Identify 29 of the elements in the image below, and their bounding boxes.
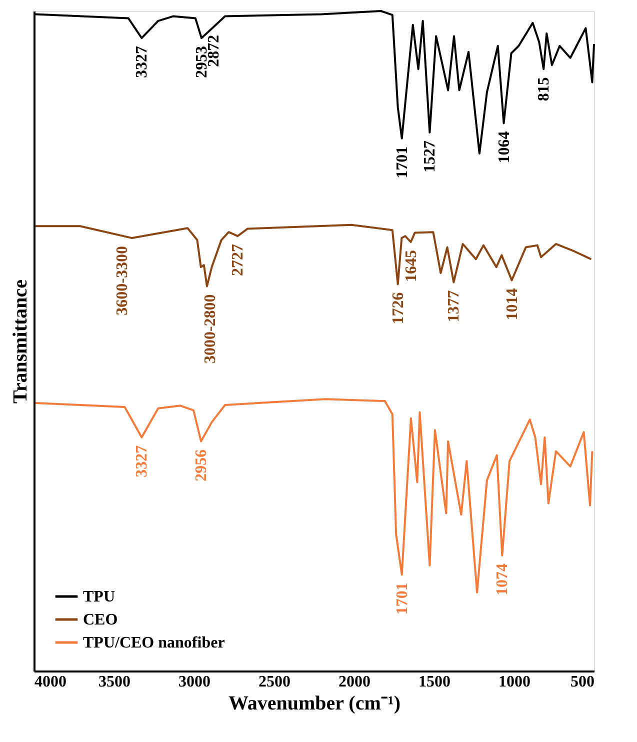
x-tick-label: 1500	[418, 674, 450, 690]
x-tick-label: 1000	[498, 674, 530, 690]
legend-label: TPU/CEO nanofiber	[83, 634, 225, 652]
x-axis-title: Wavenumber (cm⁻¹)	[228, 692, 401, 714]
annotation: 3327	[134, 46, 151, 78]
annotation: 1726	[390, 292, 407, 324]
annotation: 1701	[394, 146, 411, 178]
annotation: 1064	[496, 131, 513, 164]
annotation: 1074	[494, 564, 512, 596]
x-tick-label: 3000	[178, 674, 210, 690]
annotation: 3600-3300	[114, 246, 131, 316]
annotation: 3327	[134, 445, 151, 478]
annotation: 815	[536, 77, 553, 102]
annotation: 1527	[422, 140, 439, 172]
y-axis-title: Transmittance	[10, 279, 32, 404]
annotation: 1014	[504, 288, 521, 320]
x-tick-label: 2500	[258, 674, 290, 690]
legend-label: CEO	[83, 612, 118, 628]
x-tick-label: 500	[570, 674, 594, 690]
annotation: 2956	[193, 449, 210, 482]
annotation: 1377	[446, 290, 463, 322]
x-tick-label: 4000	[34, 674, 66, 690]
legend-label: TPU	[83, 588, 116, 606]
annotation: 2727	[230, 244, 247, 276]
annotation: 1645	[402, 250, 420, 282]
x-tick-label: 3500	[98, 674, 130, 690]
annotation: 1701	[394, 582, 411, 615]
annotation: 3000-2800	[202, 294, 219, 364]
x-tick-label: 2000	[338, 674, 370, 690]
